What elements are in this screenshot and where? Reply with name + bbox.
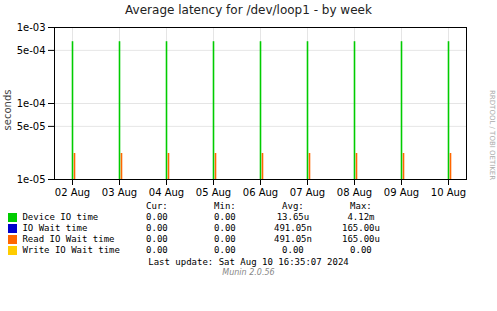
svg-text:07 Aug: 07 Aug (290, 187, 325, 198)
svg-text:1e-03: 1e-03 (17, 22, 46, 33)
svg-text:08 Aug: 08 Aug (337, 187, 372, 198)
html-text:Avg:: Avg: (282, 201, 304, 211)
svg-text:1e-05: 1e-05 (17, 174, 46, 185)
html-text:Average latency for /dev/loop1: Average latency for /dev/loop1 - by week (125, 3, 372, 17)
html-text:IO Wait time: IO Wait time (17, 223, 88, 233)
svg-text:5e-04: 5e-04 (17, 45, 46, 56)
html-text:Munin 2.0.56: Munin 2.0.56 (222, 268, 275, 277)
html-text:Max:: Max: (350, 201, 372, 211)
html-text:0.00: 0.00 (146, 223, 168, 233)
svg-text:04 Aug: 04 Aug (149, 187, 184, 198)
html-text:seconds: seconds (1, 89, 13, 131)
html-text:Last update: Sat Aug 10 16:35:: Last update: Sat Aug 10 16:35:07 2024 (148, 257, 349, 267)
html-text:165.00u: 165.00u (342, 223, 380, 233)
svg-text:5e-05: 5e-05 (17, 121, 46, 132)
html-text:Read IO Wait time: Read IO Wait time (17, 234, 115, 244)
html-text:0.00: 0.00 (350, 245, 372, 255)
html-text:Device IO time: Device IO time (17, 212, 99, 222)
html-text:0.00: 0.00 (146, 234, 168, 244)
html-text:0.00: 0.00 (214, 212, 236, 222)
html-text:13.65u: 13.65u (276, 212, 310, 222)
html-text:0.00: 0.00 (146, 212, 168, 222)
html-text:RRDTOOL / TOBI OETIKER: RRDTOOL / TOBI OETIKER (488, 90, 496, 181)
html-text:0.00: 0.00 (214, 245, 236, 255)
svg-text:10 Aug: 10 Aug (431, 187, 466, 198)
html-text:0.00: 0.00 (146, 245, 168, 255)
html-text:0.00: 0.00 (214, 234, 236, 244)
html-text:165.00u: 165.00u (342, 234, 380, 244)
svg-text:03 Aug: 03 Aug (102, 187, 137, 198)
html-text:4.12m: 4.12m (347, 212, 375, 222)
html-text:491.05n: 491.05n (274, 234, 312, 244)
html-text:0.00: 0.00 (282, 245, 304, 255)
html-text:491.05n: 491.05n (274, 223, 312, 233)
svg-text:1e-04: 1e-04 (17, 98, 46, 109)
svg-text:06 Aug: 06 Aug (243, 187, 278, 198)
svg-text:02 Aug: 02 Aug (55, 187, 90, 198)
html-text:0.00: 0.00 (214, 223, 236, 233)
html-text:Cur:: Cur: (146, 201, 168, 211)
svg-text:05 Aug: 05 Aug (196, 187, 231, 198)
html-text:Min:: Min: (214, 201, 236, 211)
svg-text:09 Aug: 09 Aug (384, 187, 419, 198)
html-text:Write IO Wait time: Write IO Wait time (17, 245, 120, 255)
